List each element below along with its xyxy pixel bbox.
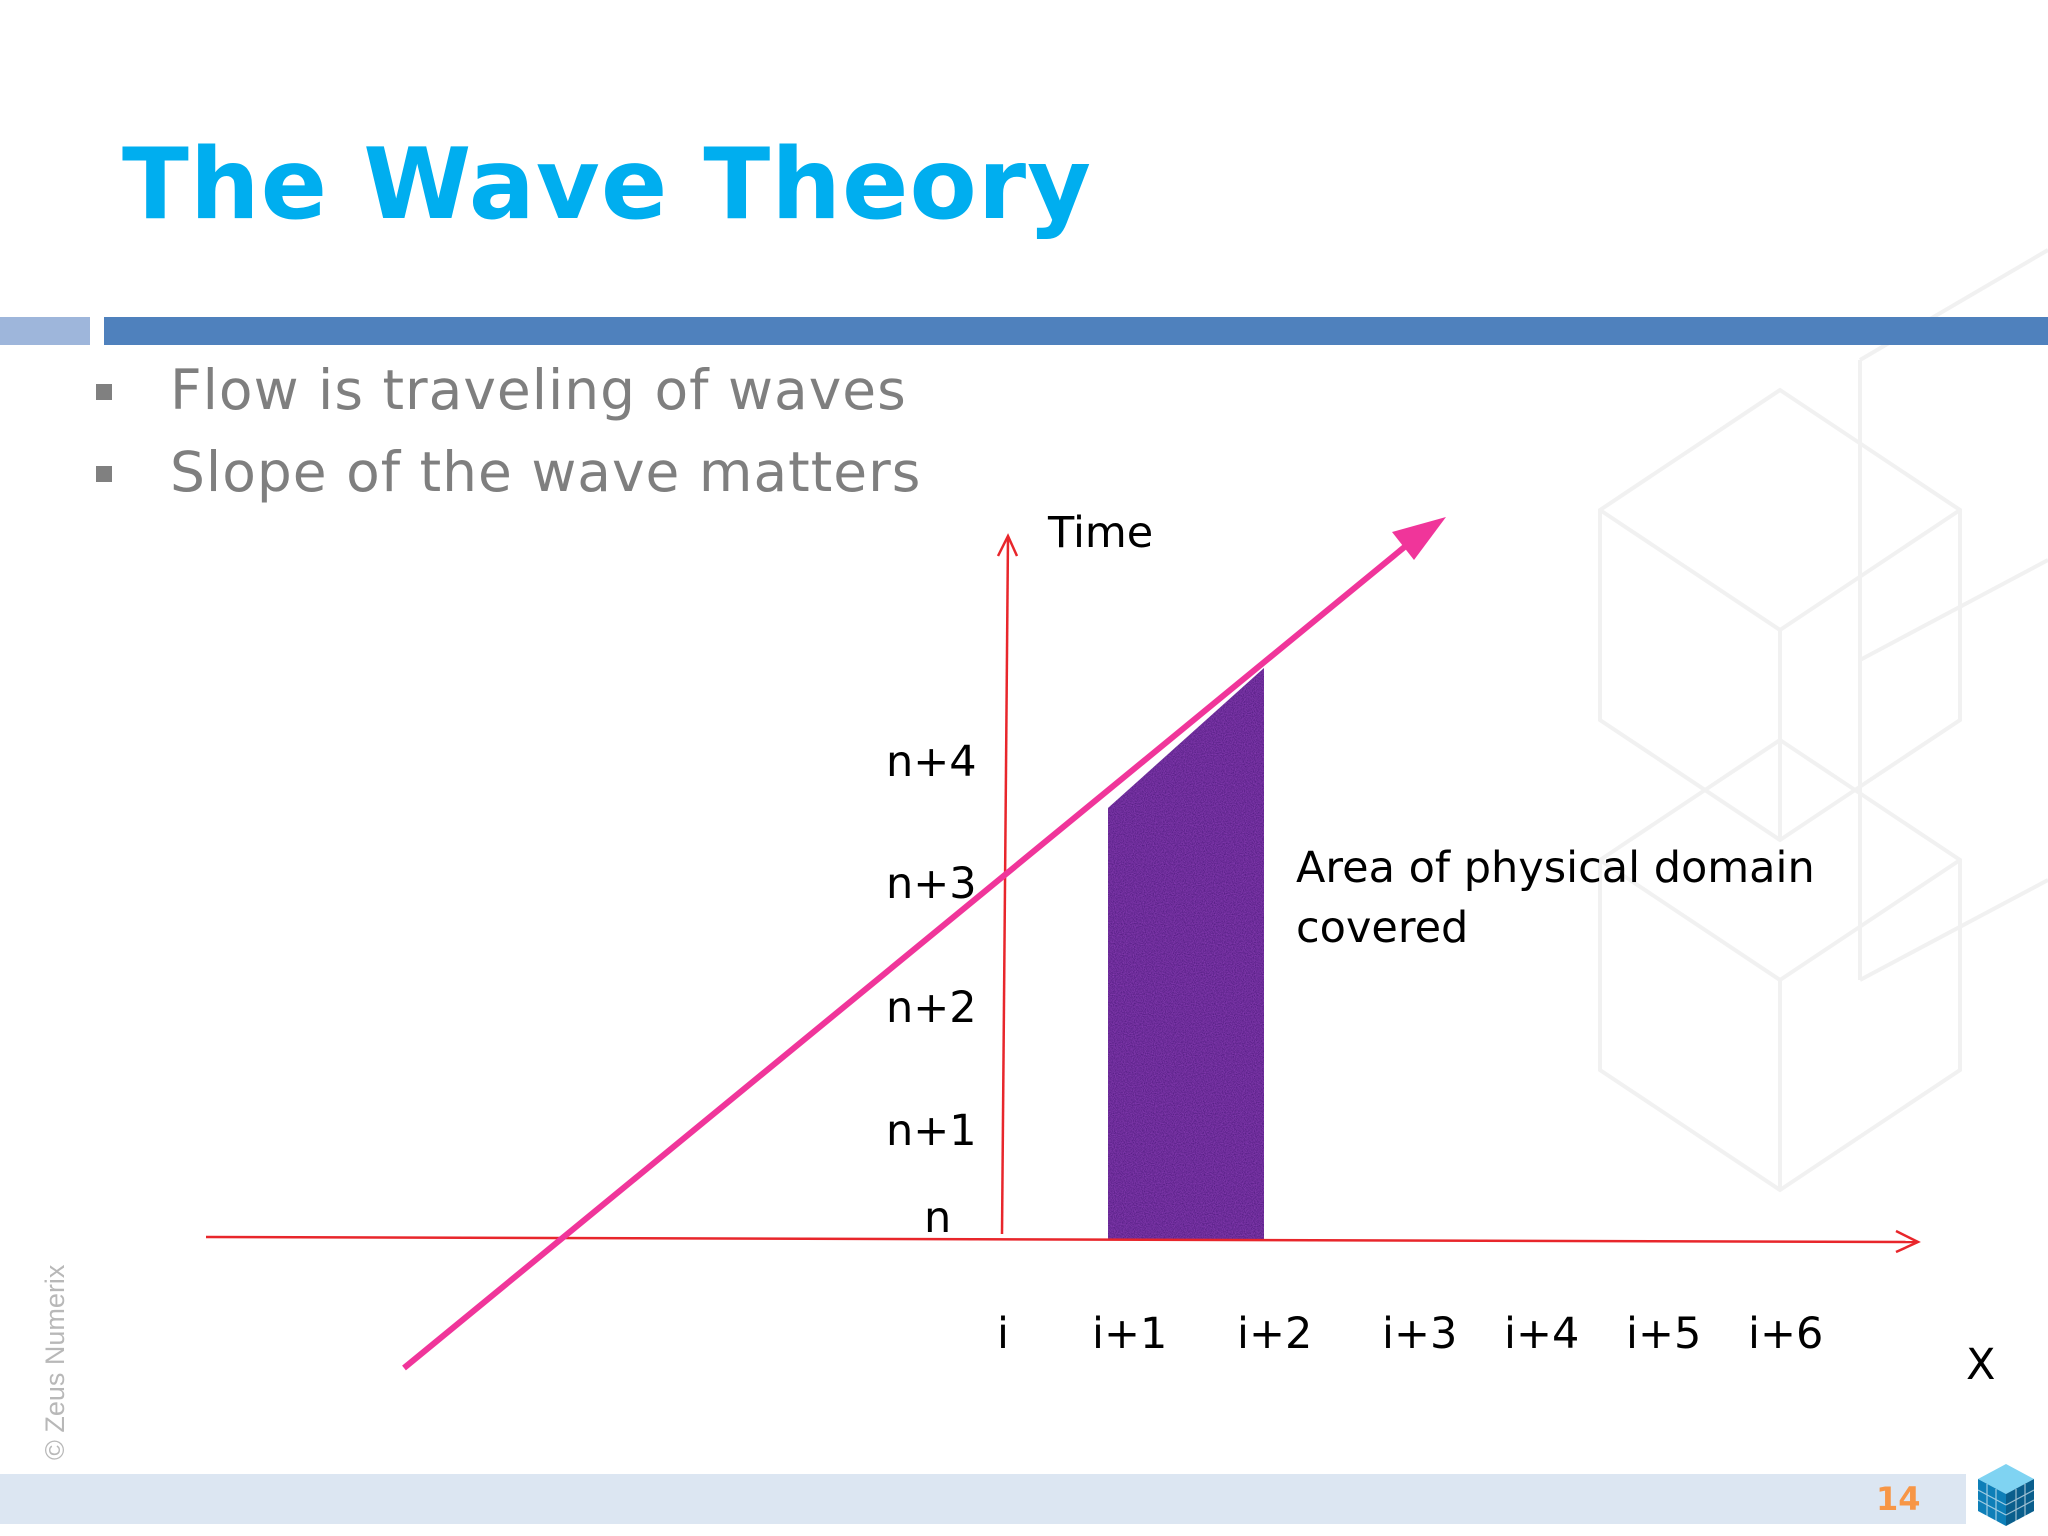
time-axis-line [1000,535,1010,1235]
square-bullet-icon [96,466,112,482]
bullet-text: Slope of the wave matters [170,440,922,504]
domain-region-label: Area of physical domain covered [1296,838,1815,958]
bullet-text: Flow is traveling of waves [170,358,907,422]
space-point-label: i+5 [1626,1309,1702,1359]
time-level-label: n+4 [886,737,977,787]
space-point-label: i+6 [1748,1309,1824,1359]
space-point-label: i+3 [1382,1309,1458,1359]
time-level-label: n+2 [886,983,977,1033]
space-point-label: i+1 [1092,1309,1168,1359]
space-point-label: i+4 [1504,1309,1580,1359]
wave-line [402,528,1426,1371]
domain-region-label-line: Area of physical domain [1296,843,1815,893]
footer-bar [0,1474,1966,1524]
x-axis-arrowhead [1895,1229,1921,1254]
space-point-label: i [997,1309,1009,1359]
time-axis-arrowhead [996,533,1019,557]
copyright-notice: © Zeus Numerix [40,1264,70,1460]
time-axis-label: Time [1048,508,1154,558]
space-point-label: i+2 [1237,1309,1313,1359]
page-number: 14 [1876,1480,1921,1518]
company-logo-icon [1977,1464,2035,1526]
wave-arrowhead [1392,517,1446,560]
time-level-label: n+3 [886,859,977,909]
square-bullet-icon [96,384,112,400]
time-level-label: n+1 [886,1106,977,1156]
header-rule [104,317,2048,345]
slide-title: The Wave Theory [122,128,1093,242]
x-axis-label: X [1966,1340,1996,1390]
domain-region-label-line: covered [1296,903,1469,954]
domain-region [1108,668,1264,1240]
x-axis-line [205,1235,1917,1244]
time-level-label: n [924,1193,952,1243]
header-rule-accent [0,317,90,345]
